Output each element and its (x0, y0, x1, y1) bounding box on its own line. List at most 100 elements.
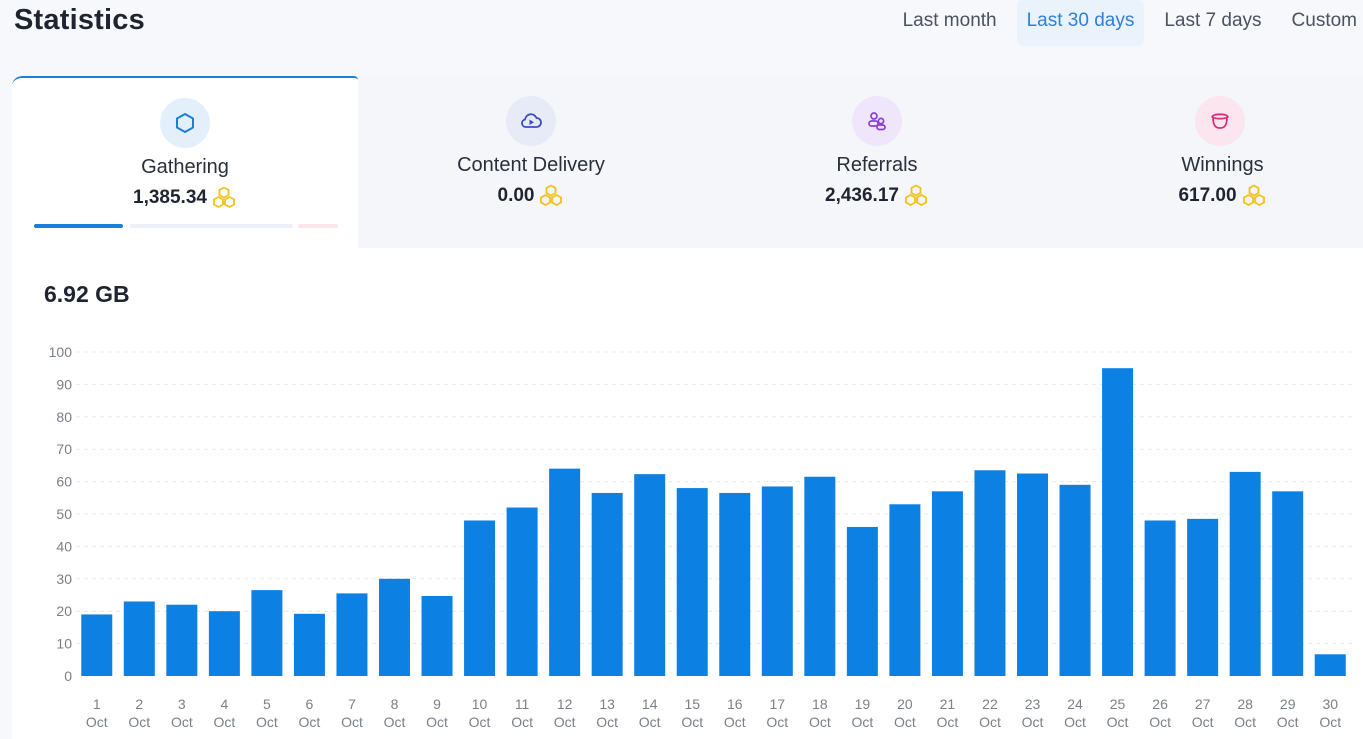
x-tick-label-month: Oct (681, 714, 703, 730)
bar[interactable] (1314, 654, 1346, 676)
x-tick-label-month: Oct (511, 714, 533, 730)
bar[interactable] (1272, 491, 1304, 676)
honeycomb-icon (211, 186, 237, 210)
stat-label: Content Delivery (457, 154, 605, 176)
x-tick-label-day: 8 (391, 696, 399, 712)
bar[interactable] (974, 470, 1006, 676)
x-tick-label-month: Oct (766, 714, 788, 730)
date-range-tabs: Last month Last 30 days Last 7 days Cust… (893, 0, 1363, 46)
x-tick-label-month: Oct (894, 714, 916, 730)
x-tick-label-day: 24 (1067, 696, 1083, 712)
page-title: Statistics (14, 4, 145, 36)
bar[interactable] (81, 614, 113, 676)
x-tick-label-day: 10 (472, 696, 488, 712)
bar[interactable] (846, 526, 878, 676)
y-tick-label: 70 (56, 441, 72, 457)
stat-value: 2,436.17 (825, 185, 899, 206)
honeycomb-icon (538, 184, 564, 208)
x-tick-label-day: 2 (135, 696, 143, 712)
x-tick-label-day: 18 (812, 696, 828, 712)
bar[interactable] (123, 601, 155, 676)
x-tick-label-day: 15 (684, 696, 700, 712)
bar[interactable] (251, 590, 283, 676)
x-tick-label-day: 9 (433, 696, 441, 712)
y-tick-label: 0 (64, 668, 72, 684)
bar[interactable] (208, 611, 240, 676)
stat-label: Winnings (1181, 154, 1264, 176)
x-tick-label-month: Oct (128, 714, 150, 730)
bar[interactable] (464, 520, 496, 676)
x-tick-label-month: Oct (1192, 714, 1214, 730)
y-tick-label: 100 (49, 344, 73, 360)
bar[interactable] (549, 468, 581, 676)
bar[interactable] (166, 604, 198, 676)
x-tick-label-month: Oct (256, 714, 278, 730)
stat-value: 1,385.34 (133, 187, 207, 208)
bar[interactable] (761, 486, 793, 676)
x-tick-label-day: 6 (306, 696, 314, 712)
progress-winnings (298, 224, 338, 228)
x-tick-label-month: Oct (809, 714, 831, 730)
x-tick-label-day: 13 (599, 696, 615, 712)
bar[interactable] (1102, 368, 1134, 676)
x-tick-label-day: 17 (770, 696, 786, 712)
x-tick-label-month: Oct (1277, 714, 1299, 730)
y-tick-label: 50 (56, 506, 72, 522)
x-tick-label-month: Oct (384, 714, 406, 730)
bar[interactable] (804, 476, 836, 676)
x-tick-label-month: Oct (1064, 714, 1086, 730)
x-tick-label-day: 11 (515, 696, 530, 712)
progress-gathering (34, 224, 123, 228)
bar[interactable] (506, 507, 538, 676)
y-tick-label: 80 (56, 409, 72, 425)
bar[interactable] (889, 504, 921, 676)
x-tick-label-month: Oct (171, 714, 193, 730)
bar[interactable] (931, 491, 963, 676)
x-tick-label-month: Oct (639, 714, 661, 730)
bar[interactable] (293, 613, 325, 676)
x-tick-label-day: 12 (557, 696, 573, 712)
range-tab-last-7-days[interactable]: Last 7 days (1164, 10, 1262, 31)
y-tick-label: 30 (56, 571, 72, 587)
y-tick-label: 60 (56, 474, 72, 490)
bar[interactable] (421, 595, 453, 676)
bar[interactable] (1187, 518, 1219, 676)
x-tick-label-month: Oct (213, 714, 235, 730)
users-icon (852, 96, 902, 146)
bar[interactable] (1017, 473, 1048, 677)
honeycomb-icon (1241, 184, 1267, 208)
range-tab-custom[interactable]: Custom (1291, 10, 1357, 31)
x-tick-label-day: 7 (348, 696, 356, 712)
range-tab-last-30-days[interactable]: Last 30 days (1016, 0, 1145, 46)
total-traffic: 6.92 GB (44, 281, 130, 307)
x-tick-label-day: 25 (1110, 696, 1126, 712)
y-tick-label: 20 (56, 603, 72, 619)
bar[interactable] (719, 492, 751, 676)
bar[interactable] (336, 593, 368, 676)
stat-tab-content-delivery[interactable]: Content Delivery 0.00 (358, 76, 704, 248)
bar[interactable] (676, 488, 708, 676)
bar[interactable] (1059, 484, 1091, 676)
bar[interactable] (1229, 471, 1261, 676)
stat-tab-referrals[interactable]: Referrals 2,436.17 (704, 76, 1050, 248)
bar[interactable] (1144, 520, 1176, 676)
x-tick-label-month: Oct (299, 714, 321, 730)
stat-label: Gathering (141, 156, 229, 178)
x-tick-label-month: Oct (426, 714, 448, 730)
x-tick-label-month: Oct (1149, 714, 1171, 730)
progress-content-delivery (130, 224, 293, 228)
range-tab-last-month[interactable]: Last month (902, 10, 997, 31)
stat-tab-gathering[interactable]: Gathering 1,385.34 (12, 76, 358, 248)
x-tick-label-day: 30 (1322, 696, 1338, 712)
hexagon-icon (160, 98, 210, 148)
stat-tab-winnings[interactable]: Winnings 617.00 (1050, 76, 1363, 248)
x-tick-label-month: Oct (341, 714, 363, 730)
statistics-card: Gathering 1,385.34 Content Delivery 0.00 (12, 76, 1363, 739)
x-tick-label-day: 21 (940, 696, 956, 712)
cloud-play-icon (506, 96, 556, 146)
bar[interactable] (591, 492, 623, 676)
bar[interactable] (634, 474, 666, 676)
bar[interactable] (379, 578, 410, 676)
x-tick-label-day: 16 (727, 696, 743, 712)
stat-value: 0.00 (497, 185, 535, 206)
